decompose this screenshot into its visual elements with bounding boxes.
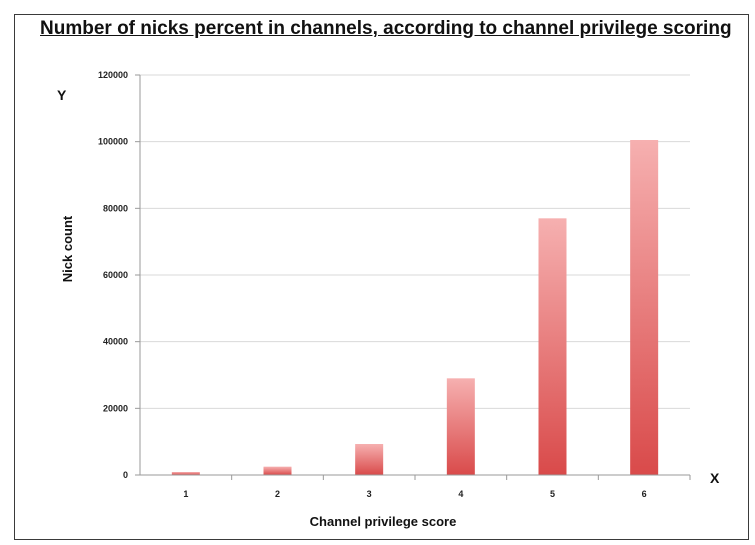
y-tick-label: 120000 bbox=[98, 70, 128, 80]
y-tick-label: 0 bbox=[123, 470, 128, 480]
x-axis-marker: X bbox=[710, 470, 720, 486]
tick-labels: 0 20000 40000 60000 80000 100000 120000 1 2 3 4 5 6 bbox=[98, 70, 647, 499]
y-tick-label: 40000 bbox=[103, 337, 128, 347]
axes bbox=[135, 74, 691, 480]
x-axis-title: Channel privilege score bbox=[310, 514, 457, 529]
bar-5 bbox=[538, 218, 567, 476]
bar-4 bbox=[446, 378, 475, 475]
y-axis-marker: Y bbox=[57, 87, 67, 103]
y-tick-label: 20000 bbox=[103, 403, 128, 413]
y-tick-label: 60000 bbox=[103, 270, 128, 280]
bars bbox=[171, 140, 659, 476]
x-tick-label: 5 bbox=[550, 489, 555, 499]
x-tick-label: 1 bbox=[183, 489, 188, 499]
x-tick-label: 2 bbox=[275, 489, 280, 499]
x-tick-label: 6 bbox=[642, 489, 647, 499]
bar-1 bbox=[171, 472, 200, 475]
y-tick-label: 100000 bbox=[98, 137, 128, 147]
bar-6 bbox=[630, 140, 659, 475]
x-tick-label: 3 bbox=[367, 489, 372, 499]
y-axis-title: Nick count bbox=[60, 215, 75, 282]
gridlines bbox=[140, 74, 690, 409]
x-tick-label: 4 bbox=[458, 489, 463, 499]
chart-title: Number of nicks percent in channels, acc… bbox=[40, 18, 732, 39]
y-tick-label: 80000 bbox=[103, 203, 128, 213]
bar-2 bbox=[263, 466, 292, 475]
bar-3 bbox=[355, 444, 384, 475]
